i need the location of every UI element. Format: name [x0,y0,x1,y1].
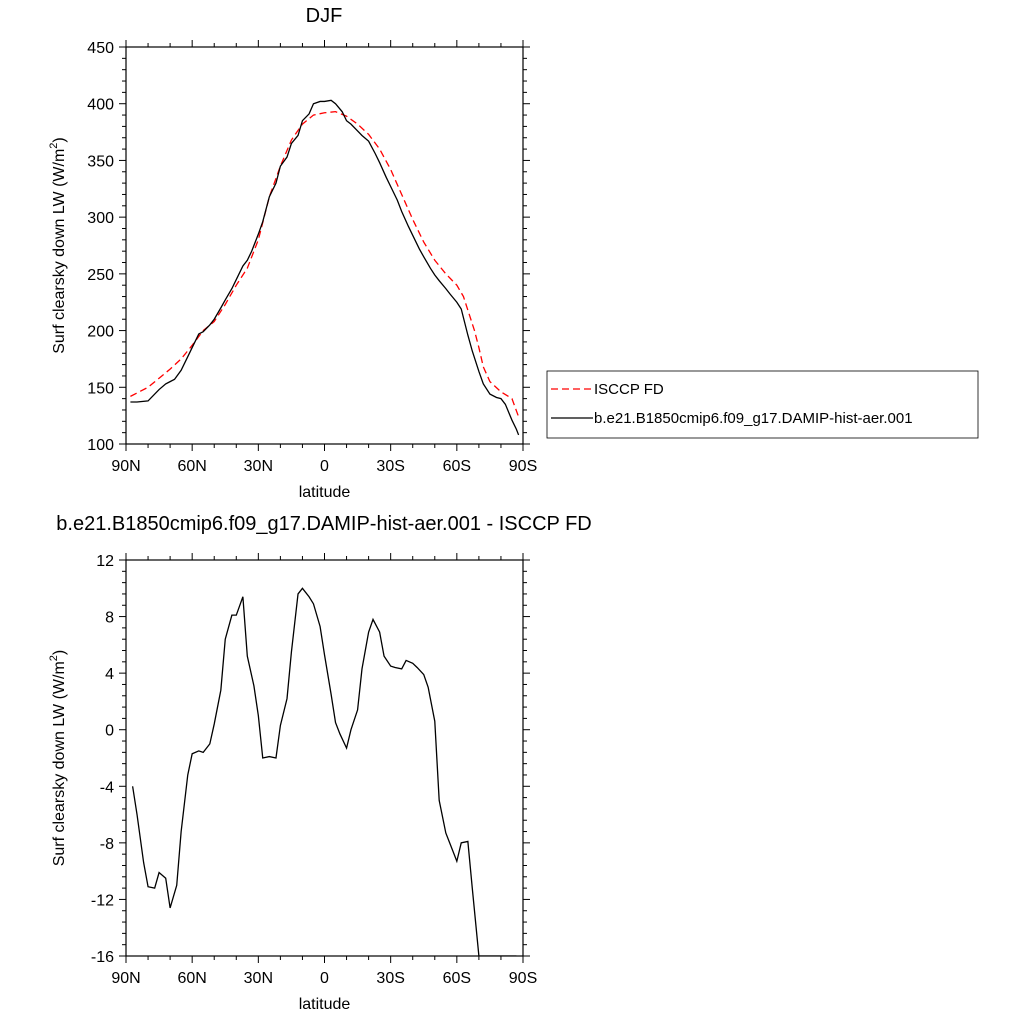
y-tick-label: -12 [91,892,114,909]
y-tick-label: -4 [100,779,114,796]
y-tick-label: 100 [87,437,114,454]
y-tick-label: 12 [96,553,114,570]
difference-panel: b.e21.B1850cmip6.f09_g17.DAMIP-hist-aer.… [48,513,592,1013]
y-tick-label: 300 [87,210,114,227]
chart-title: b.e21.B1850cmip6.f09_g17.DAMIP-hist-aer.… [56,513,591,535]
y-axis-label-close: ) [51,650,68,655]
y-axis-label-sup: 2 [48,655,60,661]
x-tick-label: 90S [509,458,537,475]
legend-box [546,370,979,439]
y-axis-label-main: Surf clearsky down LW (W/m [51,149,68,354]
y-axis-label: Surf clearsky down LW (W/m2) [48,137,68,354]
y-tick-label: 250 [87,267,114,284]
x-tick-label: 90N [111,970,140,987]
legend-label-1: b.e21.B1850cmip6.f09_g17.DAMIP-hist-aer.… [594,410,913,427]
y-axis-label-main: Surf clearsky down LW (W/m [51,661,68,866]
series-line-0 [131,587,517,956]
series-line-0 [130,110,520,418]
x-tick-label: 60N [177,458,206,475]
x-tick-label: 0 [320,458,329,475]
x-tick-label: 60S [443,458,471,475]
legend-label-0: ISCCP FD [594,381,664,398]
x-tick-label: 0 [320,970,329,987]
x-axis-label: latitude [299,996,351,1013]
chart-title: DJF [306,5,343,27]
y-tick-label: 0 [105,723,114,740]
x-tick-label: 30N [244,970,273,987]
x-tick-label: 90S [509,970,537,987]
y-tick-label: 400 [87,97,114,114]
y-tick-label: 8 [105,610,114,627]
y-tick-label: -8 [100,836,114,853]
x-tick-label: 60S [443,970,471,987]
series-line-1 [130,99,520,436]
y-tick-label: 4 [105,666,114,683]
y-axis-label: Surf clearsky down LW (W/m2) [48,650,68,867]
legend: ISCCP FD b.e21.B1850cmip6.f09_g17.DAMIP-h… [546,370,979,439]
x-tick-label: 30S [376,458,404,475]
y-tick-label: 450 [87,40,114,57]
y-tick-label: 200 [87,324,114,341]
x-tick-label: 30S [376,970,404,987]
x-tick-label: 30N [244,458,273,475]
plot-frame [125,559,524,957]
y-axis-label-sup: 2 [48,143,60,149]
top-panel: DJF 100 150 200 250 300 350 400 450 90N 60N 30N 0 30S… [48,5,537,501]
plot-frame [125,46,524,445]
y-axis-label-close: ) [51,137,68,142]
y-tick-label: -16 [91,949,114,966]
y-tick-label: 350 [87,153,114,170]
y-tick-label: 150 [87,380,114,397]
x-axis-label: latitude [299,484,351,501]
x-tick-label: 90N [111,458,140,475]
x-tick-label: 60N [177,970,206,987]
